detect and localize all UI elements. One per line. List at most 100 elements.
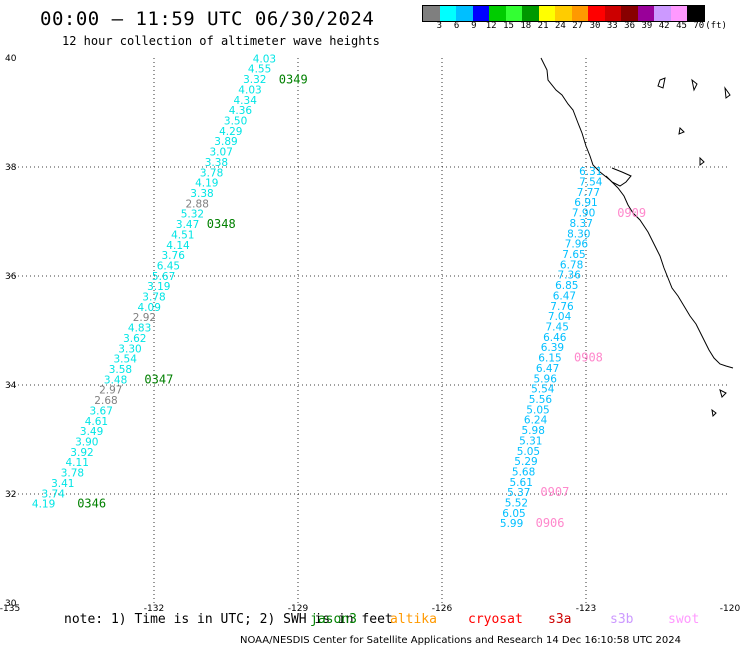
- pass-time-label: 0349: [279, 73, 308, 87]
- wave-height-value: 4.83: [128, 323, 151, 335]
- color-swatch: [423, 6, 440, 21]
- wave-height-value: 7.96: [565, 239, 589, 251]
- satellite-legend-item: cryosat: [468, 612, 523, 627]
- wave-height-value: 6.45: [157, 260, 180, 272]
- wave-height-value: 5.31: [519, 435, 542, 447]
- wave-height-value: 3.78: [142, 292, 165, 304]
- wave-height-value: 5.61: [510, 477, 533, 489]
- color-swatch: [621, 6, 638, 21]
- color-swatch: [439, 6, 456, 21]
- lat-axis-label: 36: [5, 272, 17, 282]
- wave-height-value: 4.36: [229, 105, 253, 117]
- wave-height-value: 8.30: [567, 228, 590, 240]
- wave-height-value: 5.67: [152, 271, 175, 283]
- color-tick-label: 24: [554, 21, 566, 31]
- wave-height-value: 2.68: [94, 395, 117, 407]
- color-swatch: [654, 6, 671, 21]
- color-tick-label: 9: [471, 21, 477, 31]
- wave-height-value: 7.65: [562, 249, 585, 261]
- color-tick-label: 18: [520, 21, 532, 31]
- wave-height-value: 5.99: [500, 518, 523, 530]
- wave-height-value: 3.07: [210, 147, 233, 159]
- wave-height-value: 5.68: [512, 466, 535, 478]
- wave-height-value: 3.38: [205, 157, 228, 169]
- color-swatch: [604, 6, 621, 21]
- color-scale-bar: [422, 5, 705, 22]
- wave-height-value: 6.91: [574, 197, 597, 209]
- wave-height-value: 3.89: [214, 136, 237, 148]
- wave-height-value: 4.55: [248, 64, 271, 76]
- lat-axis-label: 32: [5, 490, 16, 500]
- wave-height-value: 3.19: [147, 281, 170, 293]
- wave-height-value: 3.62: [123, 333, 146, 345]
- color-swatch: [571, 6, 588, 21]
- color-tick-label: 70: [693, 21, 705, 31]
- wave-height-value: 3.49: [80, 426, 103, 438]
- wave-height-value: 6.15: [538, 353, 561, 365]
- island-outline: [678, 126, 685, 135]
- color-tick-label: 21: [537, 21, 549, 31]
- page-title: 00:00 – 11:59 UTC 06/30/2024: [40, 8, 375, 30]
- wave-height-value: 7.76: [550, 301, 574, 313]
- wave-height-value: 6.05: [502, 508, 525, 520]
- island-outline: [657, 77, 666, 89]
- wave-height-value: 3.67: [90, 405, 113, 417]
- color-tick-label: 6: [453, 21, 460, 31]
- lat-axis-label: 34: [5, 381, 17, 391]
- island-outline: [711, 408, 717, 418]
- wave-height-value: 5.32: [181, 209, 204, 221]
- wave-height-value: 4.03: [238, 84, 261, 96]
- wave-height-value: 3.78: [200, 167, 223, 179]
- lon-axis-label: -123: [576, 604, 596, 614]
- wave-height-value: 6.47: [553, 290, 576, 302]
- wave-height-value: 4.34: [234, 95, 258, 107]
- wave-height-value: 5.05: [517, 446, 540, 458]
- wave-height-value: 4.19: [32, 499, 55, 511]
- footer-note: note: 1) Time is in UTC; 2) SWH is in fe…: [64, 612, 393, 627]
- map-grid: [10, 58, 730, 603]
- color-tick-label: 33: [606, 21, 618, 31]
- color-swatch: [472, 6, 489, 21]
- lat-axis-label: 38: [5, 163, 17, 173]
- satellite-legend-item: swot: [668, 612, 700, 627]
- wave-height-value: 4.51: [171, 229, 194, 241]
- wave-height-value: 4.14: [166, 240, 190, 252]
- wave-height-value: 5.98: [522, 425, 545, 437]
- color-unit-label: (ft): [705, 21, 727, 31]
- wave-height-value: 8.37: [570, 218, 593, 230]
- color-tick-label: 42: [658, 21, 670, 31]
- wave-height-value: 3.41: [51, 478, 74, 490]
- wave-height-value: 7.04: [548, 311, 572, 323]
- color-scale-ticks: 3 6 9 12 15 18 21 24 27 30 33 36 39 42 45 70 (ft): [422, 21, 740, 33]
- wave-height-value: 3.48: [104, 374, 127, 386]
- wave-height-value: 6.31: [579, 166, 602, 178]
- color-swatch: [505, 6, 522, 21]
- lon-axis-label: -132: [144, 604, 164, 614]
- island-outline: [699, 156, 705, 166]
- island-outline: [691, 78, 698, 92]
- lon-axis-label: -129: [288, 604, 309, 614]
- pass-time-label: 0909: [617, 206, 646, 220]
- color-swatch: [637, 6, 654, 21]
- wave-height-value: 6.46: [543, 332, 567, 344]
- wave-height-value: 6.78: [560, 259, 583, 271]
- wave-height-value: 7.77: [577, 187, 600, 199]
- wave-height-value: 6.47: [536, 363, 559, 375]
- wave-height-value: 4.29: [219, 126, 242, 138]
- color-swatch: [538, 6, 555, 21]
- wave-height-value: 6.24: [524, 415, 548, 427]
- wave-height-value: 4.03: [253, 53, 276, 65]
- pass-time-label: 0906: [536, 516, 565, 530]
- wave-height-value: 2.92: [133, 312, 156, 324]
- pass-time-label: 0346: [77, 497, 106, 511]
- pass-time-label: 0907: [540, 485, 569, 499]
- coastline-main: [540, 57, 734, 369]
- color-tick-label: 45: [676, 21, 687, 31]
- coastline: [540, 57, 734, 418]
- color-tick-label: 15: [503, 21, 514, 31]
- bay-outline: [605, 167, 632, 187]
- wave-height-value: 7.90: [572, 208, 595, 220]
- wave-height-value: 5.52: [505, 498, 528, 510]
- color-tick-label: 27: [572, 21, 584, 31]
